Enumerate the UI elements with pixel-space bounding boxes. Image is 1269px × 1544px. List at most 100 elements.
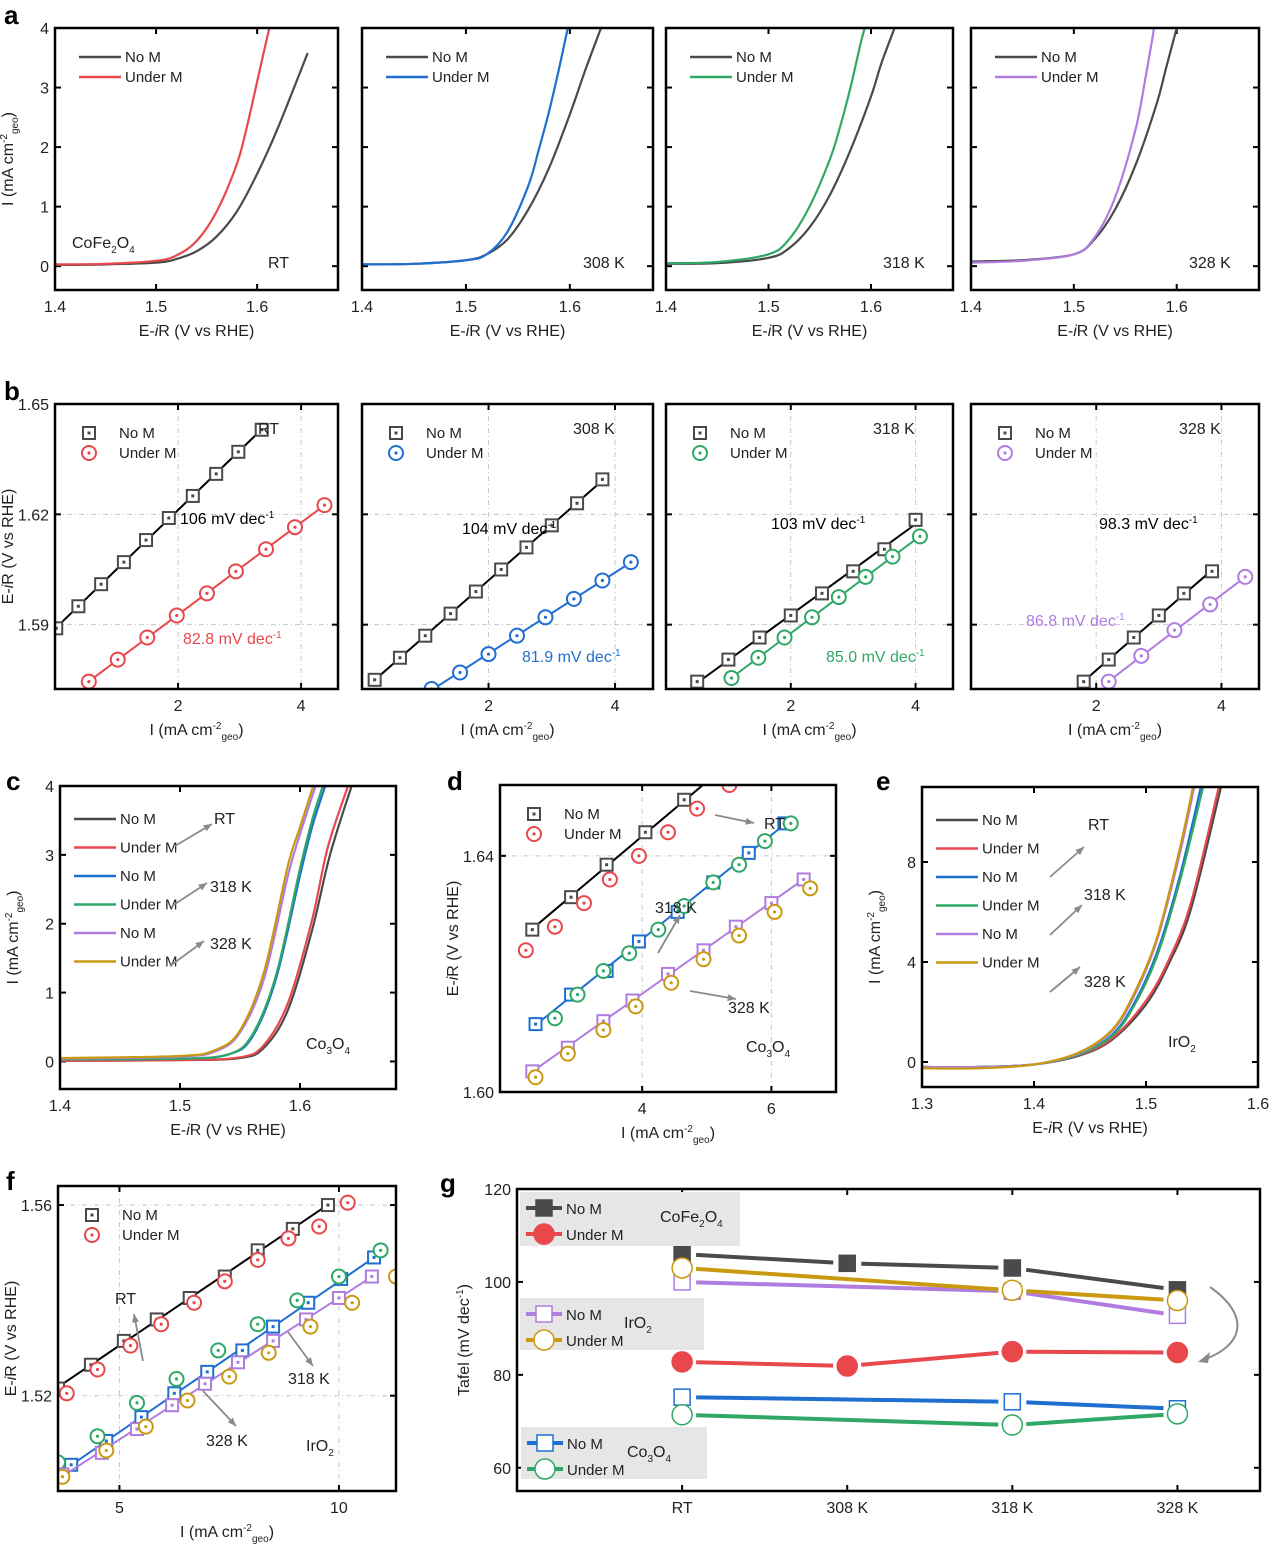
marker-dot bbox=[634, 1004, 638, 1008]
marker-dot bbox=[286, 1236, 291, 1241]
series-line bbox=[60, 786, 327, 1061]
legend-label: No M bbox=[566, 1307, 602, 1324]
x-tick-label: 2 bbox=[1092, 698, 1101, 715]
label-segment: -1 bbox=[856, 515, 865, 526]
marker-dot bbox=[682, 798, 686, 802]
chart-panel-a1: a 1.4 1.5 1.6 0 1 2 3 4 E-iR (V vs RHE) I (mA cm-2… bbox=[0, 0, 340, 340]
label-segment: 86.8 mV dec bbox=[1026, 613, 1116, 630]
y-tick-label: 3 bbox=[40, 81, 49, 98]
marker-dot bbox=[293, 525, 297, 529]
x-tick-label: 1.6 bbox=[559, 299, 581, 316]
label-segment: -2 bbox=[243, 1523, 252, 1534]
marker-dot bbox=[572, 597, 576, 601]
marker-dot bbox=[104, 1439, 108, 1443]
marker-dot bbox=[769, 901, 773, 905]
marker-dot bbox=[1243, 575, 1247, 579]
label-segment: 103 mV dec bbox=[771, 516, 856, 533]
annotation-temp: 318 K bbox=[883, 255, 925, 272]
y-axis-label: I (mA cm-2geo) bbox=[4, 890, 26, 984]
y-tick-label: 0 bbox=[907, 1055, 916, 1072]
label-segment: -1 bbox=[265, 510, 274, 521]
legend-item: Under M bbox=[74, 897, 178, 914]
data-point bbox=[1166, 1341, 1189, 1364]
label-segment: -2 bbox=[0, 134, 10, 143]
series-segment bbox=[861, 1261, 999, 1270]
label-segment: I (mA cm bbox=[460, 722, 523, 739]
marker-dot bbox=[499, 567, 503, 571]
panel-letter: a bbox=[4, 0, 19, 30]
label-segment: O bbox=[772, 1039, 784, 1056]
data-point bbox=[671, 1257, 693, 1279]
marker-dot bbox=[139, 1415, 143, 1419]
label-segment: 3 bbox=[766, 1049, 772, 1060]
marker-dot bbox=[711, 880, 715, 885]
legend-item: Under M bbox=[386, 69, 490, 86]
annotation-material: CoFe2O4 bbox=[72, 235, 135, 256]
label-segment: IrO bbox=[306, 1438, 328, 1455]
marker-dot bbox=[304, 1317, 308, 1321]
legend-marker bbox=[534, 1458, 556, 1480]
marker-dot bbox=[167, 516, 171, 520]
legend-label: Under M bbox=[730, 445, 788, 462]
label-segment: O bbox=[117, 235, 129, 252]
label-segment: geo bbox=[222, 732, 239, 743]
label-segment: CoFe bbox=[660, 1209, 699, 1226]
y-axis-label: E-iR (V vs RHE) bbox=[445, 881, 462, 997]
marker-dot bbox=[582, 901, 586, 905]
y-tick-label: 120 bbox=[484, 1182, 511, 1199]
label-segment: 318 K bbox=[288, 1371, 330, 1388]
label-segment: geo bbox=[877, 895, 888, 912]
marker-dot bbox=[515, 634, 519, 638]
label-segment: Tafel (mV dec bbox=[456, 1298, 473, 1396]
marker-dot bbox=[60, 1475, 64, 1479]
legend-label: Under M bbox=[120, 954, 178, 971]
legend-label: Under M bbox=[982, 955, 1040, 972]
series-line bbox=[60, 786, 324, 1061]
series-group bbox=[55, 28, 309, 267]
series-group bbox=[367, 472, 639, 689]
marker-dot bbox=[271, 1325, 275, 1329]
x-tick-label: 4 bbox=[638, 1101, 647, 1118]
marker-dot bbox=[87, 451, 91, 455]
series-group bbox=[362, 28, 603, 266]
marker-dot bbox=[308, 1324, 313, 1329]
panel-letter: f bbox=[6, 1166, 15, 1196]
arrow-head-icon bbox=[1071, 967, 1080, 975]
plot-frame bbox=[56, 1184, 398, 1493]
marker-dot bbox=[423, 634, 427, 638]
marker-dot bbox=[666, 830, 670, 834]
legend-item: No M bbox=[74, 811, 156, 828]
legend-item: Under M bbox=[81, 445, 177, 462]
label-segment: ) bbox=[269, 1524, 274, 1541]
legend-item: No M bbox=[998, 425, 1071, 442]
label-segment: R (V vs RHE) bbox=[190, 1122, 286, 1139]
series-line bbox=[362, 28, 603, 266]
marker-dot bbox=[725, 766, 728, 769]
series-segment bbox=[860, 1350, 999, 1367]
marker-dot bbox=[373, 678, 377, 682]
label-segment: 4 bbox=[717, 1219, 723, 1230]
arrow-head-icon bbox=[745, 817, 754, 825]
chart-panel-a3: 1.4 1.5 1.6 E-iR (V vs RHE) No M Under M 318 K bbox=[655, 26, 955, 340]
legend-label: No M bbox=[120, 868, 156, 885]
series-line bbox=[60, 786, 317, 1060]
marker-dot bbox=[170, 1403, 174, 1407]
legend-label: No M bbox=[120, 811, 156, 828]
label-segment: 328 K bbox=[1179, 421, 1221, 438]
legend-item: No M bbox=[389, 425, 462, 442]
label-segment: -2 bbox=[213, 721, 222, 732]
plot-frame bbox=[969, 26, 1261, 292]
label-segment: 328 K bbox=[210, 936, 252, 953]
data-point bbox=[720, 761, 732, 773]
marker-dot bbox=[914, 518, 918, 522]
x-axis-label: E-iR (V vs RHE) bbox=[1057, 323, 1173, 340]
plot-frame bbox=[664, 402, 955, 691]
x-tick-label: 1.5 bbox=[169, 1098, 191, 1115]
label-segment: 328 K bbox=[1084, 974, 1126, 991]
x-tick-label: 4 bbox=[297, 698, 306, 715]
legend-label: No M bbox=[432, 49, 468, 66]
legend-label: No M bbox=[730, 425, 766, 442]
legend-item: Under M bbox=[995, 69, 1099, 86]
marker-dot bbox=[656, 928, 660, 932]
marker-dot bbox=[322, 503, 327, 507]
